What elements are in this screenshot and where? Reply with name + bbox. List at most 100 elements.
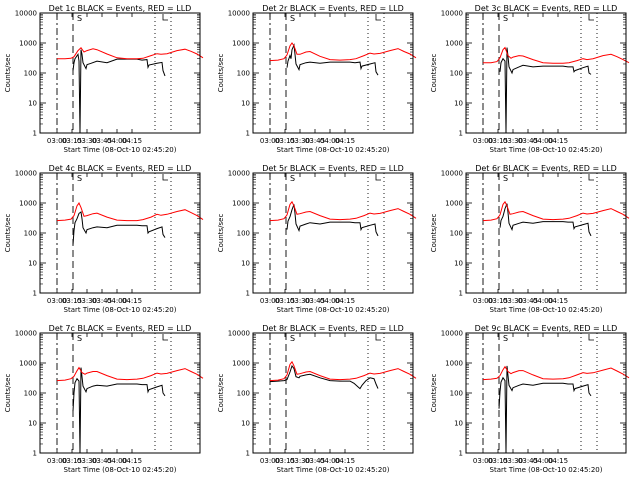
y-tick-label: 10000 <box>441 330 463 338</box>
y-tick-label: 1 <box>33 130 37 138</box>
chart-title: Det 8r BLACK = Events, RED = LLD <box>262 324 404 333</box>
x-axis-label: Start Time (08-Oct-10 02:45:20) <box>64 466 177 474</box>
x-tick-label: 03:45 <box>518 457 538 465</box>
bracket-mark <box>588 334 594 341</box>
x-tick-label: 03:30 <box>503 297 523 305</box>
bracket-mark <box>162 334 168 341</box>
panel-9: Det 9c BLACK = Events, RED = LLD Counts/s… <box>430 324 630 474</box>
y-tick-label: 1000 <box>19 200 37 208</box>
y-tick-label: 100 <box>450 390 463 398</box>
series-red-line <box>57 47 204 60</box>
y-tick-label: 1000 <box>445 360 463 368</box>
y-tick-label: 1000 <box>19 40 37 48</box>
x-tick-label: 03:00 <box>260 297 280 305</box>
series-red-line <box>56 366 204 382</box>
marker-label: S <box>290 14 295 23</box>
series-black-line <box>499 203 592 237</box>
chart-title: Det 4c BLACK = Events, RED = LLD <box>49 164 192 173</box>
x-tick-label: 03:00 <box>47 457 67 465</box>
plot-frame <box>39 172 201 294</box>
series-red-line <box>56 201 204 222</box>
y-tick-label: 10 <box>28 260 37 268</box>
x-tick-label: 04:00 <box>107 457 127 465</box>
y-axis-label: Counts/sec <box>217 374 225 413</box>
x-axis-label: Start Time (08-Oct-10 02:45:20) <box>490 306 603 314</box>
x-axis-label: Start Time (08-Oct-10 02:45:20) <box>64 146 177 154</box>
y-tick-label: 1 <box>33 290 37 298</box>
marker-label: S <box>290 334 295 343</box>
x-axis-label: Start Time (08-Oct-10 02:45:20) <box>277 466 390 474</box>
bracket-mark <box>375 334 381 341</box>
plot-frame <box>252 12 414 134</box>
x-tick-label: 03:00 <box>260 457 280 465</box>
y-tick-label: 10000 <box>441 10 463 18</box>
x-tick-label: 03:15 <box>275 137 295 145</box>
y-tick-label: 10 <box>454 260 463 268</box>
y-tick-label: 1 <box>459 450 463 458</box>
x-tick-label: 03:15 <box>62 137 82 145</box>
y-tick-label: 1000 <box>445 40 463 48</box>
y-tick-label: 1 <box>246 130 250 138</box>
x-tick-label: 04:00 <box>107 297 127 305</box>
panel-5: Det 5r BLACK = Events, RED = LLD Counts/s… <box>217 164 417 314</box>
x-tick-label: 03:00 <box>47 137 67 145</box>
y-tick-label: 1000 <box>232 40 250 48</box>
chart-title: Det 1c BLACK = Events, RED = LLD <box>49 4 192 13</box>
y-axis-label: Counts/sec <box>217 54 225 93</box>
y-tick-label: 10 <box>454 420 463 428</box>
x-tick-label: 04:00 <box>533 297 553 305</box>
chart-title: Det 2r BLACK = Events, RED = LLD <box>262 4 404 13</box>
y-tick-label: 100 <box>450 230 463 238</box>
x-tick-label: 03:45 <box>92 297 112 305</box>
panel-3: Det 3c BLACK = Events, RED = LLD Counts/s… <box>430 4 630 154</box>
x-tick-label: 04:15 <box>548 297 568 305</box>
x-tick-label: 03:45 <box>518 297 538 305</box>
x-tick-label: 03:30 <box>503 137 523 145</box>
y-axis-label: Counts/sec <box>217 214 225 253</box>
series-red-line <box>483 46 630 64</box>
x-tick-label: 03:45 <box>518 137 538 145</box>
panel-2: Det 2r BLACK = Events, RED = LLD Counts/s… <box>217 4 417 154</box>
y-tick-label: 1000 <box>232 200 250 208</box>
plot-frame <box>252 172 414 294</box>
x-tick-label: 04:00 <box>320 457 340 465</box>
x-tick-label: 03:00 <box>473 457 493 465</box>
marker-label: S <box>77 14 82 23</box>
marker-label: S <box>77 334 82 343</box>
x-tick-label: 03:30 <box>290 137 310 145</box>
x-tick-label: 04:00 <box>107 137 127 145</box>
series-red-line <box>269 200 417 222</box>
y-tick-label: 100 <box>24 230 37 238</box>
x-tick-label: 03:45 <box>92 457 112 465</box>
chart-title: Det 9c BLACK = Events, RED = LLD <box>475 324 618 333</box>
y-tick-label: 10 <box>28 420 37 428</box>
x-axis-label: Start Time (08-Oct-10 02:45:20) <box>490 466 603 474</box>
x-tick-label: 04:15 <box>548 137 568 145</box>
series-black-line <box>72 211 166 245</box>
x-axis-label: Start Time (08-Oct-10 02:45:20) <box>490 146 603 154</box>
series-black-line <box>269 364 379 390</box>
plot-frame <box>465 12 627 134</box>
x-tick-label: 04:15 <box>122 297 142 305</box>
plot-frame <box>39 332 201 454</box>
x-tick-label: 04:00 <box>533 137 553 145</box>
y-tick-label: 100 <box>24 390 37 398</box>
plot-frame <box>39 12 201 134</box>
x-tick-label: 04:15 <box>335 457 355 465</box>
x-tick-label: 03:00 <box>473 137 493 145</box>
series-black-line <box>72 367 166 454</box>
panel-4: Det 4c BLACK = Events, RED = LLD Counts/s… <box>4 164 204 314</box>
x-tick-label: 03:30 <box>290 457 310 465</box>
y-tick-label: 100 <box>450 70 463 78</box>
plot-frame <box>465 332 627 454</box>
y-axis-label: Counts/sec <box>4 214 12 253</box>
x-tick-label: 04:00 <box>320 297 340 305</box>
y-tick-label: 1 <box>459 130 463 138</box>
bracket-mark <box>162 174 168 181</box>
y-tick-label: 10000 <box>15 330 37 338</box>
y-tick-label: 100 <box>24 70 37 78</box>
y-tick-label: 10000 <box>15 170 37 178</box>
x-tick-label: 04:15 <box>335 297 355 305</box>
y-tick-label: 10000 <box>228 330 250 338</box>
series-red-line <box>269 42 417 62</box>
